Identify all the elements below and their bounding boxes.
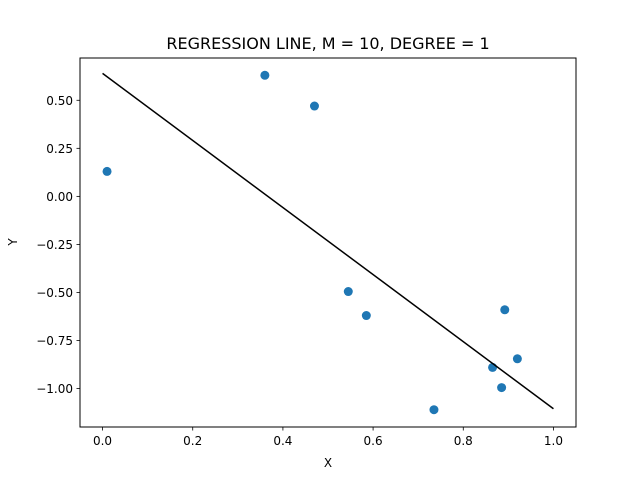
data-point-6 — [429, 405, 439, 415]
data-point-3 — [309, 101, 319, 111]
data-point-1 — [102, 166, 112, 176]
y-tick-label: 0.50 — [46, 94, 73, 108]
x-axis-label: X — [324, 456, 332, 470]
data-point-2 — [260, 70, 270, 80]
chart-title: REGRESSION LINE, M = 10, DEGREE = 1 — [166, 34, 489, 53]
data-point-8 — [497, 383, 507, 393]
y-axis-label: Y — [6, 238, 20, 247]
y-axis: 0.50 0.25 0.00 −0.25 −0.50 −0.75 −1.00 — [36, 94, 80, 396]
y-tick-label: −1.00 — [36, 382, 73, 396]
x-tick-label: 1.0 — [544, 434, 563, 448]
data-point-4 — [343, 287, 353, 297]
y-tick-label: −0.25 — [36, 238, 73, 252]
y-tick-label: −0.75 — [36, 334, 73, 348]
y-tick-label: 0.25 — [46, 142, 73, 156]
x-tick-label: 0.4 — [273, 434, 292, 448]
data-point-5 — [361, 311, 371, 321]
x-tick-label: 0.2 — [183, 434, 202, 448]
axes-frame — [79, 57, 577, 428]
y-tick-label: −0.50 — [36, 286, 73, 300]
x-tick-label: 0.8 — [454, 434, 473, 448]
data-point-9 — [500, 305, 510, 315]
regression-line — [102, 72, 554, 410]
x-axis: 0.0 0.2 0.4 0.6 0.8 1.0 — [93, 427, 563, 448]
plot-area — [102, 70, 554, 415]
y-tick-label: 0.00 — [46, 190, 73, 204]
x-tick-label: 0.6 — [364, 434, 383, 448]
data-point-10 — [512, 354, 522, 364]
x-tick-label: 0.0 — [93, 434, 112, 448]
